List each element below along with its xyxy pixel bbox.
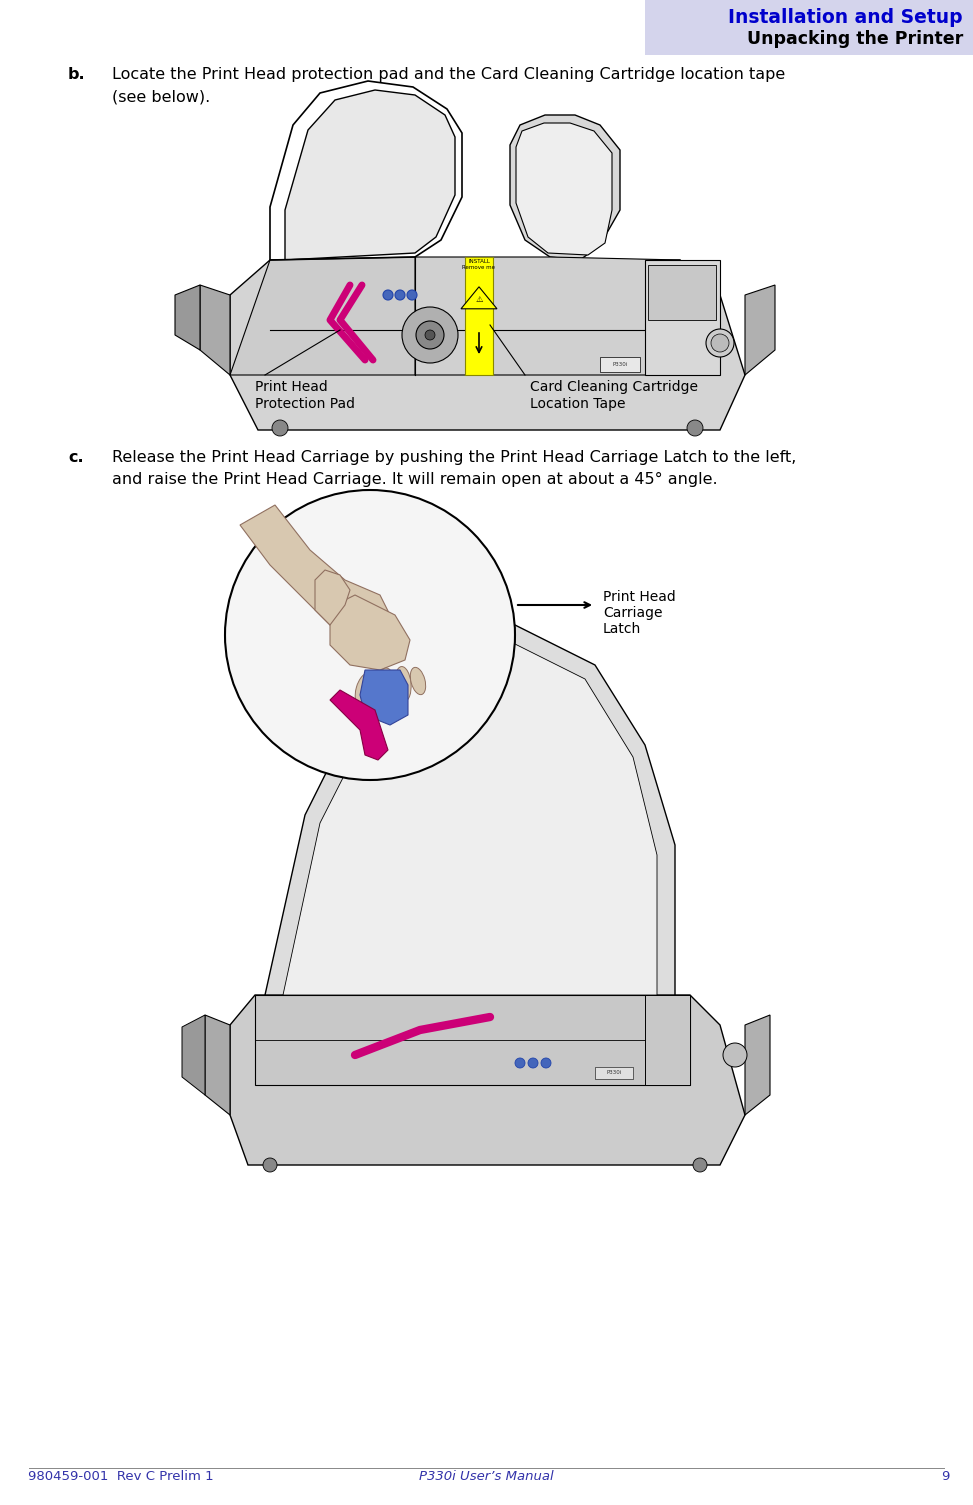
Polygon shape xyxy=(461,287,497,309)
Text: P330i User’s Manual: P330i User’s Manual xyxy=(418,1470,554,1482)
Text: Latch: Latch xyxy=(603,622,641,637)
Text: b.: b. xyxy=(68,68,86,81)
Circle shape xyxy=(272,420,288,436)
Polygon shape xyxy=(330,689,388,760)
Bar xyxy=(645,995,690,1085)
Text: Card Cleaning Cartridge: Card Cleaning Cartridge xyxy=(530,379,698,394)
Polygon shape xyxy=(200,284,230,375)
Ellipse shape xyxy=(395,667,412,701)
Text: P330i: P330i xyxy=(606,1070,622,1076)
Text: Installation and Setup: Installation and Setup xyxy=(729,8,963,27)
Text: 9: 9 xyxy=(942,1470,950,1482)
Polygon shape xyxy=(230,257,415,375)
Text: ⚠: ⚠ xyxy=(475,295,483,304)
Text: Carriage: Carriage xyxy=(603,607,663,620)
Circle shape xyxy=(515,1058,525,1069)
Circle shape xyxy=(402,307,458,363)
Polygon shape xyxy=(182,1014,205,1096)
Polygon shape xyxy=(255,995,690,1085)
Polygon shape xyxy=(283,631,657,995)
Circle shape xyxy=(706,330,734,357)
Text: 980459-001  Rev C Prelim 1: 980459-001 Rev C Prelim 1 xyxy=(28,1470,214,1482)
Circle shape xyxy=(383,290,393,299)
Polygon shape xyxy=(175,284,200,351)
Circle shape xyxy=(541,1058,551,1069)
Polygon shape xyxy=(745,284,775,375)
Polygon shape xyxy=(330,594,410,670)
Polygon shape xyxy=(360,670,408,725)
Polygon shape xyxy=(230,260,745,430)
Polygon shape xyxy=(745,1014,770,1115)
Polygon shape xyxy=(315,570,350,625)
Text: Print Head: Print Head xyxy=(255,379,328,394)
Text: Unpacking the Printer: Unpacking the Printer xyxy=(746,30,963,48)
Bar xyxy=(648,265,716,321)
Bar xyxy=(465,257,493,375)
Circle shape xyxy=(723,1043,747,1067)
Text: INSTALL
Remove me: INSTALL Remove me xyxy=(462,259,495,269)
Ellipse shape xyxy=(376,668,394,706)
Text: and raise the Print Head Carriage. It will remain open at about a 45° angle.: and raise the Print Head Carriage. It wi… xyxy=(112,473,718,488)
Circle shape xyxy=(407,290,417,299)
Polygon shape xyxy=(285,90,455,260)
Polygon shape xyxy=(230,995,745,1165)
Ellipse shape xyxy=(411,667,425,695)
Text: (see below).: (see below). xyxy=(112,89,210,104)
Circle shape xyxy=(425,330,435,340)
Circle shape xyxy=(225,491,515,780)
Text: P330i: P330i xyxy=(612,361,628,367)
Circle shape xyxy=(416,321,444,349)
Polygon shape xyxy=(415,257,720,375)
Text: Location Tape: Location Tape xyxy=(530,397,626,411)
Bar xyxy=(645,0,973,56)
Circle shape xyxy=(528,1058,538,1069)
Bar xyxy=(645,260,720,375)
Ellipse shape xyxy=(355,673,375,707)
Circle shape xyxy=(693,1157,707,1172)
Polygon shape xyxy=(516,123,612,254)
Circle shape xyxy=(687,420,703,436)
Text: Locate the Print Head protection pad and the Card Cleaning Cartridge location ta: Locate the Print Head protection pad and… xyxy=(112,68,785,81)
Text: Protection Pad: Protection Pad xyxy=(255,397,355,411)
Bar xyxy=(595,1067,633,1079)
Text: Release the Print Head Carriage by pushing the Print Head Carriage Latch to the : Release the Print Head Carriage by pushi… xyxy=(112,450,796,465)
Text: Print Head: Print Head xyxy=(603,590,676,604)
Polygon shape xyxy=(240,506,390,635)
Circle shape xyxy=(263,1157,277,1172)
Polygon shape xyxy=(265,616,675,995)
Circle shape xyxy=(711,334,729,352)
Bar xyxy=(600,357,640,372)
Polygon shape xyxy=(205,1014,230,1115)
Polygon shape xyxy=(510,114,620,260)
Circle shape xyxy=(395,290,405,299)
Text: c.: c. xyxy=(68,450,84,465)
